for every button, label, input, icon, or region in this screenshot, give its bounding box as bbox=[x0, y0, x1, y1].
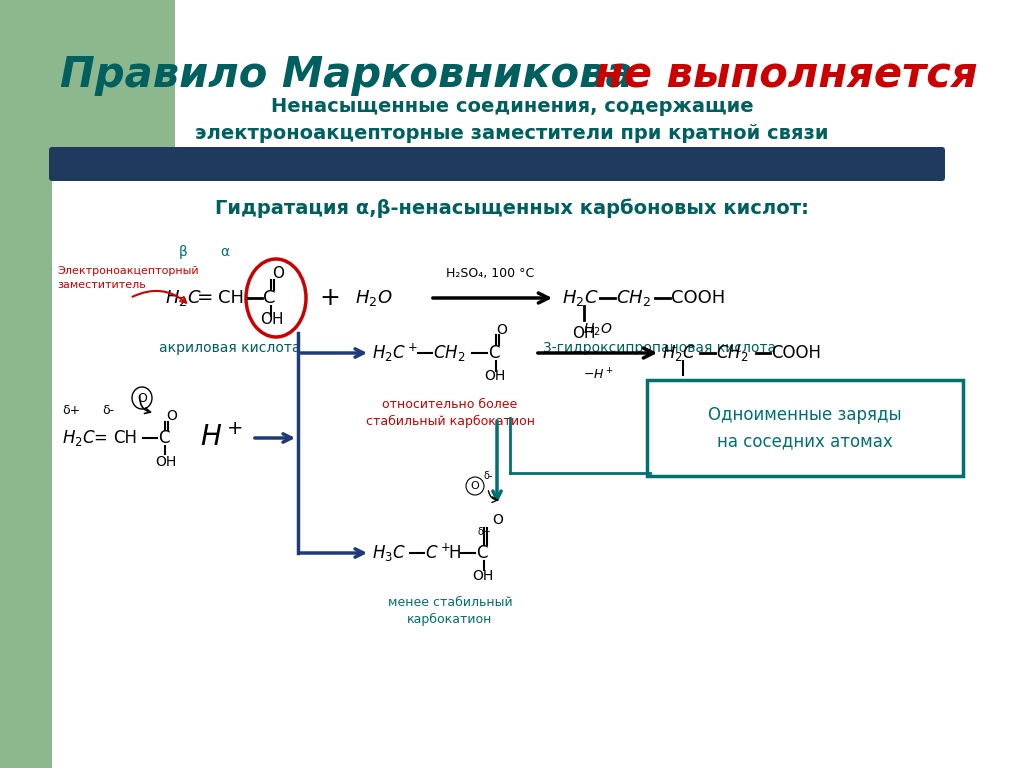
Text: H: H bbox=[449, 544, 461, 562]
Text: H₂SO₄, 100 °C: H₂SO₄, 100 °C bbox=[445, 266, 535, 280]
Text: +: + bbox=[319, 286, 340, 310]
Text: =: = bbox=[197, 289, 213, 307]
Text: $CH_2$: $CH_2$ bbox=[716, 343, 749, 363]
Text: δ-: δ- bbox=[483, 471, 493, 481]
Text: O: O bbox=[167, 409, 177, 423]
Text: =: = bbox=[93, 429, 106, 447]
Bar bbox=[0, 0, 175, 148]
Text: относительно более
стабильный карбокатион: относительно более стабильный карбокатио… bbox=[366, 398, 535, 428]
Text: менее стабильный
карбокатион: менее стабильный карбокатион bbox=[388, 596, 512, 626]
Text: O: O bbox=[272, 266, 284, 280]
Text: $H_2C$: $H_2C$ bbox=[662, 343, 696, 363]
Text: $H_2O$: $H_2O$ bbox=[584, 322, 612, 338]
Text: α: α bbox=[220, 245, 229, 259]
Text: O: O bbox=[493, 513, 504, 527]
Text: $H_2C$: $H_2C$ bbox=[562, 288, 599, 308]
Text: не выполняется: не выполняется bbox=[595, 54, 978, 96]
Text: C: C bbox=[476, 544, 487, 562]
FancyBboxPatch shape bbox=[49, 147, 945, 181]
Text: OH: OH bbox=[260, 313, 284, 327]
Text: β: β bbox=[178, 245, 187, 259]
Text: CH: CH bbox=[218, 289, 244, 307]
Text: Ненасыщенные соединения, содержащие
электроноакцепторные заместители при кратной: Ненасыщенные соединения, содержащие элек… bbox=[196, 98, 828, 143]
Text: O: O bbox=[497, 323, 508, 337]
Text: OH: OH bbox=[155, 455, 176, 469]
Text: $CH_2$: $CH_2$ bbox=[616, 288, 651, 308]
Text: $CH_2$: $CH_2$ bbox=[433, 343, 465, 363]
Text: COOH: COOH bbox=[771, 344, 821, 362]
FancyBboxPatch shape bbox=[647, 380, 963, 476]
Text: $H_3C$: $H_3C$ bbox=[372, 543, 406, 563]
Text: $H_2C$: $H_2C$ bbox=[165, 288, 202, 308]
Text: $-H^+$: $-H^+$ bbox=[583, 367, 613, 382]
Text: δ+: δ+ bbox=[62, 403, 80, 416]
Text: 3-гидроксипропановая кислота: 3-гидроксипропановая кислота bbox=[544, 341, 776, 355]
Text: Правило Марковникова: Правило Марковникова bbox=[60, 54, 648, 96]
Text: акриловая кислота: акриловая кислота bbox=[160, 341, 301, 355]
Text: COOH: COOH bbox=[671, 289, 725, 307]
Bar bbox=[0, 0, 52, 768]
Text: OH: OH bbox=[572, 326, 596, 340]
Text: Электроноакцепторный
заместититель: Электроноакцепторный заместититель bbox=[57, 266, 199, 290]
Text: Гидратация α,β-ненасыщенных карбоновых кислот:: Гидратация α,β-ненасыщенных карбоновых к… bbox=[215, 198, 809, 218]
Text: O: O bbox=[471, 481, 479, 491]
Text: Одноименные заряды
на соседних атомах: Одноименные заряды на соседних атомах bbox=[709, 406, 902, 450]
Text: CH: CH bbox=[113, 429, 137, 447]
Text: C: C bbox=[158, 429, 170, 447]
Text: δ+: δ+ bbox=[477, 527, 490, 537]
Text: OH: OH bbox=[484, 369, 505, 383]
Text: C: C bbox=[263, 289, 275, 307]
Text: δ-: δ- bbox=[102, 403, 114, 416]
Text: OH: OH bbox=[670, 379, 691, 393]
Text: C: C bbox=[488, 344, 500, 362]
Text: $H_2C^+$: $H_2C^+$ bbox=[372, 342, 418, 364]
Text: $H_2O$: $H_2O$ bbox=[355, 288, 392, 308]
Text: OH: OH bbox=[472, 569, 494, 583]
Text: $H_2C$: $H_2C$ bbox=[62, 428, 96, 448]
Text: $C^+$: $C^+$ bbox=[425, 543, 451, 563]
Text: $H^+$: $H^+$ bbox=[201, 424, 244, 452]
Text: O: O bbox=[137, 392, 146, 405]
